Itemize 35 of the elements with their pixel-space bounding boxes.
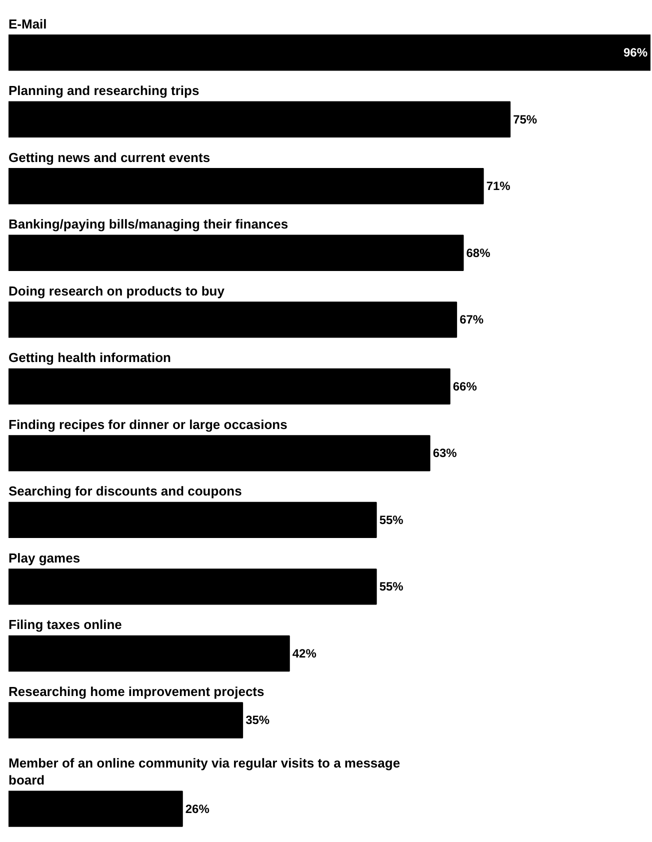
bar	[8, 34, 650, 71]
bar	[8, 368, 450, 405]
data-label: 71%	[486, 179, 511, 194]
bar	[8, 168, 484, 204]
bar	[8, 702, 244, 738]
y-tick-label: Getting health information	[8, 350, 172, 366]
data-label: 35%	[246, 713, 270, 728]
data-label: 96%	[623, 46, 648, 60]
data-label: 75%	[513, 112, 538, 126]
y-tick-label: Searching for discounts and coupons	[8, 484, 242, 499]
data-label: 66%	[452, 379, 478, 394]
data-label: 42%	[292, 646, 317, 660]
bar	[8, 435, 430, 472]
data-label: 55%	[379, 580, 404, 594]
y-tick-label: E-Mail	[8, 16, 47, 32]
data-label: 63%	[432, 446, 458, 460]
y-tick-label: Filing taxes online	[8, 617, 122, 632]
y-tick-label: Member of an online community via regular visits to a message board	[8, 755, 400, 788]
bar	[8, 502, 377, 538]
bar	[8, 635, 290, 672]
y-tick-label: Getting news and current events	[8, 150, 210, 165]
data-label: 55%	[379, 512, 404, 527]
bar	[8, 568, 377, 605]
y-tick-label: Researching home improvement projects	[8, 684, 264, 699]
bar	[8, 101, 511, 138]
y-tick-label: Banking/paying bills/managing their finances	[8, 216, 288, 232]
y-tick-label: Finding recipes for dinner or large occasions	[8, 416, 288, 432]
data-label: 26%	[185, 802, 210, 816]
data-label: 68%	[466, 246, 491, 260]
bar	[8, 302, 458, 338]
bar	[8, 234, 464, 272]
y-tick-label: Play games	[8, 550, 80, 566]
y-tick-label: Planning and researching trips	[8, 83, 200, 98]
y-tick-label: Doing research on products to buy	[8, 283, 226, 298]
data-label: 67%	[460, 312, 484, 327]
